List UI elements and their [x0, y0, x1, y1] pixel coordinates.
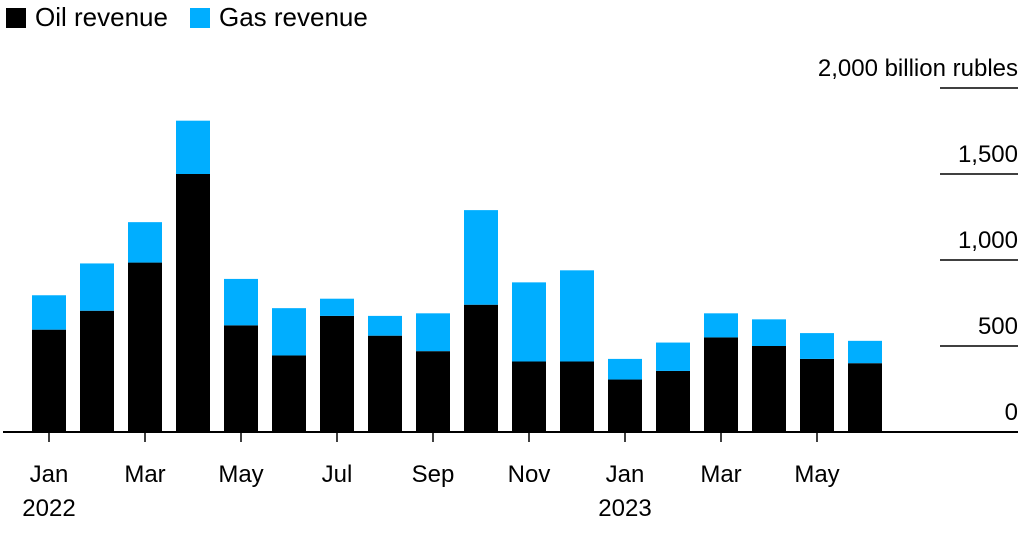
- x-axis: [3, 431, 1018, 442]
- bar-gas-revenue: [320, 298, 354, 316]
- x-tick-label: Jan: [30, 461, 69, 488]
- bar-gas-revenue: [80, 263, 114, 311]
- bar-oil-revenue: [608, 379, 642, 432]
- x-tick-label: Nov: [508, 461, 551, 488]
- bar-gas-revenue: [704, 313, 738, 338]
- bar-gas-revenue: [272, 308, 306, 356]
- bar-gas-revenue: [32, 295, 66, 330]
- bar-oil-revenue: [848, 363, 882, 432]
- bar-oil-revenue: [320, 315, 354, 432]
- bar-gas-revenue: [464, 210, 498, 305]
- bar-gas-revenue: [848, 340, 882, 364]
- x-tick-label: Sep: [412, 461, 455, 488]
- legend-swatch-gas: [189, 7, 210, 28]
- bar-oil-revenue: [32, 329, 66, 432]
- bars: [32, 120, 882, 432]
- bar-oil-revenue: [416, 351, 450, 432]
- bar-gas-revenue: [224, 278, 258, 326]
- bar-oil-revenue: [464, 304, 498, 432]
- bar-gas-revenue: [512, 282, 546, 362]
- bar-oil-revenue: [512, 361, 546, 432]
- y-tick-labels: 0 500 1,000 1,500 2,000 billion rubles: [818, 55, 1018, 426]
- chart-legend: Oil revenue Gas revenue: [6, 2, 368, 33]
- x-tick-year-label: 2022: [22, 495, 75, 522]
- bar-oil-revenue: [704, 337, 738, 432]
- y-tick-label: 1,500: [958, 141, 1018, 168]
- y-tick-label: 0: [1005, 399, 1018, 426]
- bar-oil-revenue: [176, 174, 210, 432]
- bar-gas-revenue: [368, 315, 402, 336]
- bar-gas-revenue: [608, 358, 642, 380]
- bar-oil-revenue: [368, 335, 402, 432]
- bar-gas-revenue: [656, 342, 690, 371]
- x-tick-label: Jul: [322, 461, 353, 488]
- bar-gas-revenue: [416, 313, 450, 352]
- x-tick-label: Mar: [700, 461, 741, 488]
- bar-gas-revenue: [128, 222, 162, 263]
- bar-oil-revenue: [128, 262, 162, 432]
- x-tick-label: May: [794, 461, 839, 488]
- legend-item-gas: Gas revenue: [189, 2, 368, 33]
- y-tick-label: 500: [978, 313, 1018, 340]
- y-gridlines: [940, 87, 1018, 347]
- legend-label-gas: Gas revenue: [218, 2, 368, 32]
- bar-oil-revenue: [752, 346, 786, 432]
- bar-oil-revenue: [272, 355, 306, 432]
- bar-oil-revenue: [80, 310, 114, 432]
- legend-label-oil: Oil revenue: [35, 2, 168, 32]
- bar-gas-revenue: [560, 270, 594, 362]
- x-tick-year-label: 2023: [598, 495, 651, 522]
- bar-gas-revenue: [752, 319, 786, 346]
- y-tick-label: 2,000 billion rubles: [818, 55, 1018, 82]
- x-tick-label: May: [218, 461, 263, 488]
- y-tick-label: 1,000: [958, 227, 1018, 254]
- x-tick-label: Mar: [124, 461, 165, 488]
- x-tick-label: Jan: [606, 461, 645, 488]
- bar-gas-revenue: [800, 333, 834, 359]
- bar-oil-revenue: [560, 361, 594, 432]
- bar-oil-revenue: [656, 370, 690, 432]
- bar-gas-revenue: [176, 120, 210, 174]
- x-tick-labels: Jan 2022 Mar May Jul Sep Nov Jan 2023 Mar May: [22, 461, 839, 522]
- legend-item-oil: Oil revenue: [6, 2, 168, 33]
- bar-oil-revenue: [224, 325, 258, 432]
- legend-swatch-oil: [6, 7, 26, 28]
- bar-oil-revenue: [800, 358, 834, 432]
